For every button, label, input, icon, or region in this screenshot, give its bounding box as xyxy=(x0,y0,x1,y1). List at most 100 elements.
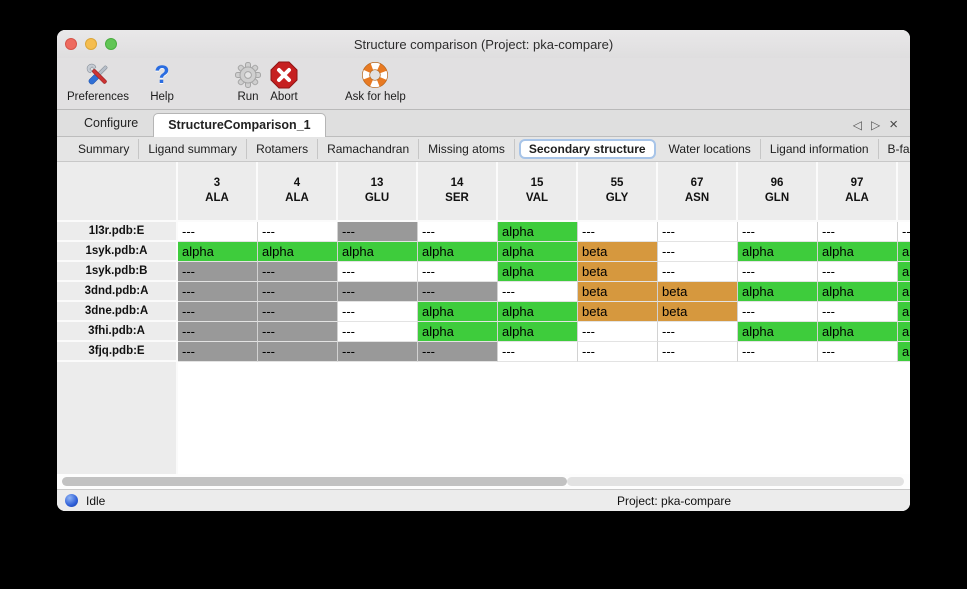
structure-cell[interactable]: alpha xyxy=(738,282,818,302)
structure-cell[interactable]: beta xyxy=(658,302,738,322)
structure-cell[interactable]: --- xyxy=(338,342,418,362)
help-button[interactable]: ? Help xyxy=(147,60,177,103)
structure-cell[interactable]: beta xyxy=(578,282,658,302)
subtab-rotamers[interactable]: Rotamers xyxy=(247,139,319,159)
structure-cell[interactable]: --- xyxy=(418,282,498,302)
structure-cell[interactable]: --- xyxy=(818,302,898,322)
structure-cell[interactable]: alpha xyxy=(258,242,338,262)
structure-cell[interactable]: alpha xyxy=(818,282,898,302)
structure-cell[interactable]: --- xyxy=(738,222,818,242)
structure-cell[interactable]: --- xyxy=(338,262,418,282)
structure-cell[interactable]: --- xyxy=(338,322,418,342)
structure-cell[interactable]: beta xyxy=(578,242,658,262)
table-row-3fhi-pdb-a: 3fhi.pdb:A --- --- --- alpha alpha --- --- alpha… xyxy=(57,322,910,342)
structure-cell[interactable]: --- xyxy=(258,262,338,282)
structure-cell[interactable]: --- xyxy=(498,342,578,362)
structure-cell[interactable]: --- xyxy=(658,342,738,362)
structure-cell[interactable]: beta xyxy=(578,262,658,282)
structure-cell[interactable]: --- xyxy=(258,322,338,342)
structure-cell[interactable]: alpha xyxy=(418,302,498,322)
structure-cell[interactable]: alpha xyxy=(498,242,578,262)
subtab-missing-atoms[interactable]: Missing atoms xyxy=(419,139,515,159)
structure-cell[interactable]: --- xyxy=(578,222,658,242)
table-row-1syk-pdb-a: 1syk.pdb:A alpha alpha alpha alpha alpha beta -… xyxy=(57,242,910,262)
tab-structurecomparison-1[interactable]: StructureComparison_1 xyxy=(153,113,326,137)
structure-cell[interactable]: beta xyxy=(578,302,658,322)
abort-button[interactable]: Abort xyxy=(269,60,299,103)
subtab-water-locations[interactable]: Water locations xyxy=(660,139,761,159)
structure-cell[interactable]: --- xyxy=(178,302,258,322)
structure-cell[interactable]: alpha xyxy=(818,242,898,262)
structure-cell[interactable]: --- xyxy=(178,322,258,342)
subtab-ramachandran[interactable]: Ramachandran xyxy=(318,139,420,159)
structure-cell[interactable]: alpha xyxy=(738,242,818,262)
structure-cell[interactable]: alpha xyxy=(898,262,910,282)
structure-cell[interactable]: alpha xyxy=(818,322,898,342)
structure-cell[interactable]: alpha xyxy=(898,282,910,302)
structure-cell[interactable]: --- xyxy=(258,282,338,302)
structure-cell[interactable]: alpha xyxy=(498,262,578,282)
structure-cell[interactable]: --- xyxy=(338,222,418,242)
structure-cell[interactable]: --- xyxy=(578,322,658,342)
structure-cell[interactable]: --- xyxy=(658,262,738,282)
column-header-14: 14 SER xyxy=(418,162,498,222)
structure-cell[interactable]: --- xyxy=(338,302,418,322)
subtab-b-factors[interactable]: B-factors xyxy=(887,142,910,156)
structure-cell[interactable]: --- xyxy=(658,322,738,342)
tab-forward-icon[interactable]: ▷ xyxy=(871,118,881,132)
subtab-ligand-information[interactable]: Ligand information xyxy=(761,139,879,159)
structure-cell[interactable]: alpha xyxy=(418,322,498,342)
tab-configure[interactable]: Configure xyxy=(84,116,139,130)
structure-cell[interactable]: --- xyxy=(418,222,498,242)
structure-cell[interactable]: alpha xyxy=(498,322,578,342)
subtab-ligand-summary[interactable]: Ligand summary xyxy=(139,139,248,159)
zoom-window-button[interactable] xyxy=(105,38,117,50)
structure-cell[interactable]: alpha xyxy=(898,342,910,362)
structure-cell[interactable]: --- xyxy=(178,282,258,302)
scrollbar-thumb[interactable] xyxy=(62,477,567,486)
close-window-button[interactable] xyxy=(65,38,77,50)
structure-cell[interactable]: --- xyxy=(178,342,258,362)
structure-cell[interactable]: --- xyxy=(738,262,818,282)
structure-cell[interactable]: --- xyxy=(738,302,818,322)
structure-cell[interactable]: --- xyxy=(658,222,738,242)
ask-for-help-button[interactable]: Ask for help xyxy=(345,60,406,103)
structure-cell[interactable]: --- xyxy=(338,282,418,302)
structure-cell[interactable]: --- xyxy=(898,222,910,242)
scrollbar-track[interactable] xyxy=(567,477,904,486)
structure-cell[interactable]: alpha xyxy=(178,242,258,262)
table-row-3dne-pdb-a: 3dne.pdb:A --- --- --- alpha alpha beta beta ---… xyxy=(57,302,910,322)
structure-cell[interactable]: --- xyxy=(258,302,338,322)
tab-back-icon[interactable]: ◁ xyxy=(852,118,862,132)
horizontal-scrollbar[interactable] xyxy=(57,474,910,489)
structure-cell[interactable]: --- xyxy=(818,342,898,362)
preferences-button[interactable]: Preferences xyxy=(67,60,129,103)
subtab-secondary-structure[interactable]: Secondary structure xyxy=(518,139,656,159)
structure-cell[interactable]: --- xyxy=(418,342,498,362)
app-window: Structure comparison (Project: pka-compa… xyxy=(57,30,910,511)
structure-cell[interactable]: --- xyxy=(738,342,818,362)
structure-cell[interactable]: --- xyxy=(178,262,258,282)
structure-cell[interactable]: beta xyxy=(658,282,738,302)
structure-cell[interactable]: alpha xyxy=(738,322,818,342)
minimize-window-button[interactable] xyxy=(85,38,97,50)
structure-cell[interactable]: alpha xyxy=(338,242,418,262)
structure-cell[interactable]: --- xyxy=(498,282,578,302)
structure-cell[interactable]: --- xyxy=(258,222,338,242)
structure-cell[interactable]: --- xyxy=(578,342,658,362)
structure-cell[interactable]: --- xyxy=(658,242,738,262)
tab-close-icon[interactable]: × xyxy=(889,116,898,133)
structure-cell[interactable]: alpha xyxy=(498,222,578,242)
subtab-summary[interactable]: Summary xyxy=(69,139,140,159)
structure-cell[interactable]: --- xyxy=(418,262,498,282)
structure-cell[interactable]: alpha xyxy=(498,302,578,322)
structure-cell[interactable]: alpha xyxy=(898,322,910,342)
structure-cell[interactable]: --- xyxy=(258,342,338,362)
run-button[interactable]: Run xyxy=(233,60,263,103)
structure-cell[interactable]: --- xyxy=(818,262,898,282)
structure-cell[interactable]: alpha xyxy=(418,242,498,262)
structure-cell[interactable]: alpha xyxy=(898,242,910,262)
structure-cell[interactable]: alpha xyxy=(898,302,910,322)
structure-cell[interactable]: --- xyxy=(178,222,258,242)
structure-cell[interactable]: --- xyxy=(818,222,898,242)
